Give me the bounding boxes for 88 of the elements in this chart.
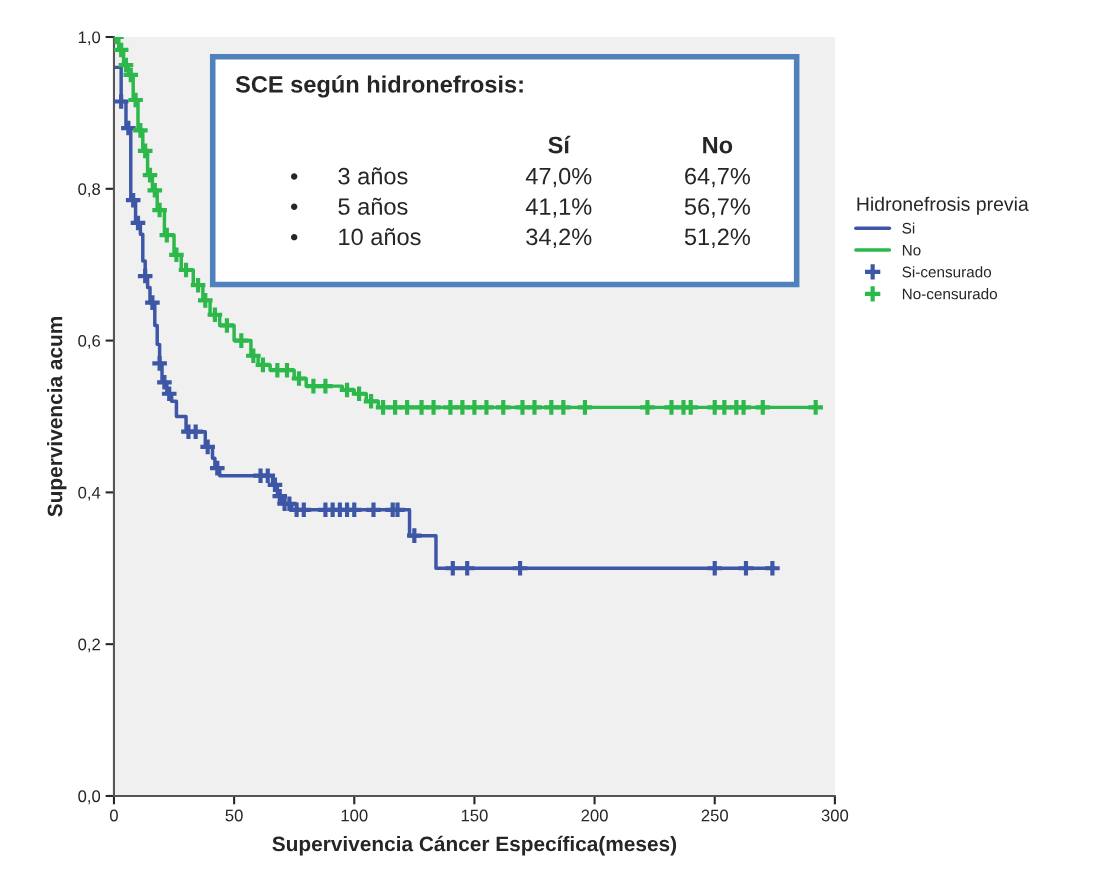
annotation: 47,0%: [525, 167, 592, 188]
point: [167, 245, 186, 265]
annotation: 3 años: [338, 167, 408, 185]
x-tick-label: 300: [821, 809, 849, 822]
point: [205, 305, 225, 325]
point: [736, 558, 756, 578]
point: [135, 266, 155, 286]
point: [157, 225, 177, 245]
point: [763, 558, 782, 578]
legend-title: Hidronefrosis previa: [857, 196, 1029, 215]
point: [364, 500, 383, 520]
point: [243, 346, 263, 366]
point: [457, 558, 477, 578]
y-tick-label: 0,4: [78, 486, 101, 501]
point: [525, 398, 544, 417]
x-tick-label: 50: [225, 809, 243, 822]
annotation: 34,2%: [526, 228, 592, 249]
annotation: 41,1%: [525, 198, 592, 218]
point: [265, 475, 285, 495]
point: [155, 372, 174, 392]
x-axis-title: Supervivencia Cáncer Específica(meses): [272, 835, 677, 856]
y-tick-label: 0,0: [78, 790, 101, 805]
annotation: 5 años: [338, 197, 408, 215]
point: [217, 316, 237, 335]
annotation: 51,2%: [684, 228, 751, 249]
annotation: Sí: [548, 135, 571, 154]
legend-label: No: [902, 244, 921, 256]
point: [121, 65, 141, 85]
annotation: 64,7%: [685, 167, 751, 188]
point: [477, 398, 496, 417]
y-tick-label: 0,6: [78, 334, 101, 349]
point: [113, 92, 131, 111]
point: [176, 260, 196, 280]
x-tick-label: 200: [581, 809, 608, 822]
legend-label: Si-censurado: [902, 266, 992, 278]
point: [337, 380, 357, 400]
x-tick-label: 150: [461, 809, 488, 822]
point: [195, 290, 215, 310]
point: [198, 437, 218, 457]
point: [510, 558, 530, 578]
y-axis-title: Supervivencia acum: [47, 317, 67, 517]
point: [150, 200, 169, 220]
point: [123, 190, 143, 210]
point: [159, 384, 179, 404]
annotation: •: [290, 233, 298, 241]
point: [493, 398, 513, 417]
point: [806, 398, 826, 417]
point: [231, 331, 251, 350]
point: [131, 120, 150, 140]
annotation: •: [290, 173, 298, 180]
x-tick-label: 0: [109, 809, 118, 822]
point: [116, 55, 136, 75]
point: [443, 558, 463, 578]
point: [397, 398, 417, 417]
point: [128, 213, 148, 233]
point: [424, 398, 443, 417]
annotation: 10 años: [339, 228, 421, 246]
y-tick-label: 1,0: [78, 31, 101, 46]
y-tick-label: 0,8: [78, 183, 101, 197]
legend-label: Si: [902, 222, 915, 234]
point: [188, 275, 208, 295]
point: [638, 398, 657, 417]
point: [316, 376, 335, 396]
annotation: No: [703, 136, 733, 154]
point: [207, 458, 227, 478]
point: [705, 558, 725, 578]
point: [145, 180, 165, 200]
point: [150, 353, 169, 373]
point: [349, 384, 369, 404]
point: [277, 360, 297, 380]
x-tick-label: 250: [701, 809, 728, 822]
y-tick-label: 0,2: [78, 638, 100, 653]
legend-label: No-censurado: [902, 288, 997, 300]
point: [253, 355, 273, 375]
point: [404, 526, 424, 546]
point: [140, 165, 160, 185]
annotation: SCE según hidronefrosis:: [235, 75, 523, 98]
annotation: 56,7%: [684, 198, 751, 218]
point: [753, 398, 773, 417]
x-tick-label: 100: [341, 809, 368, 822]
point: [135, 141, 155, 161]
point: [575, 398, 595, 417]
point: [126, 90, 145, 110]
point: [553, 398, 573, 417]
point: [361, 391, 381, 411]
annotation: •: [290, 203, 298, 211]
point: [289, 369, 309, 388]
point: [143, 293, 162, 313]
